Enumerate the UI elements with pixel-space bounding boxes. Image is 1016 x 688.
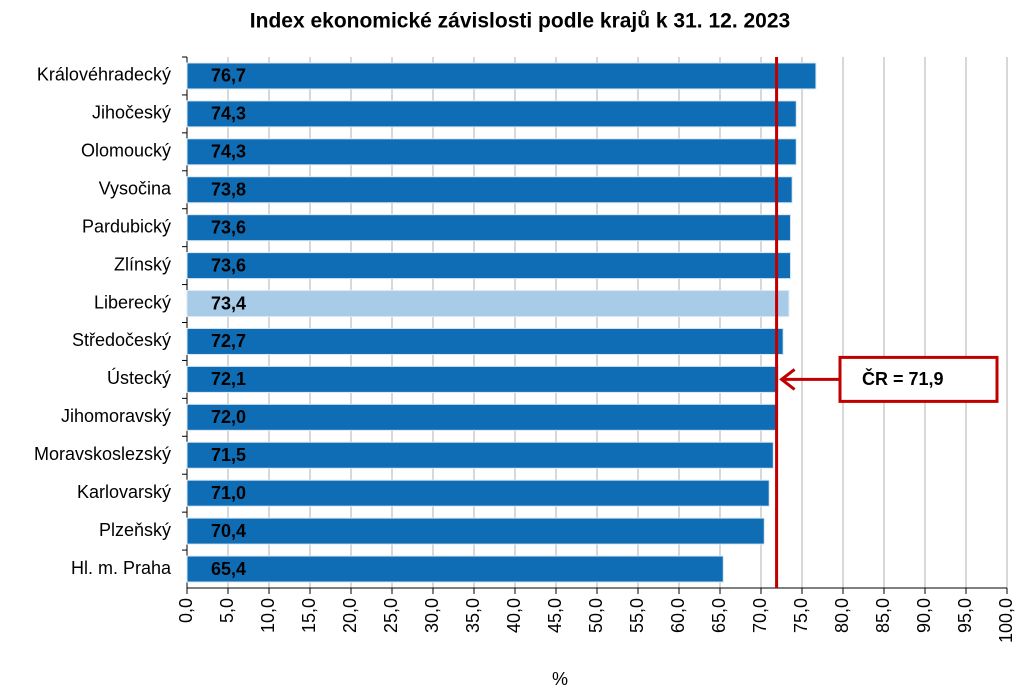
x-tick-label: 5,0 — [217, 598, 237, 623]
value-label: 73,4 — [211, 293, 246, 313]
bar — [186, 327, 784, 355]
bar — [186, 176, 793, 204]
x-tick-label: 0,0 — [176, 598, 196, 623]
y-tick-label: Zlínský — [114, 254, 171, 274]
y-tick-label: Středočeský — [72, 330, 171, 350]
x-tick-label: 65,0 — [709, 598, 729, 633]
x-tick-label: 30,0 — [422, 598, 442, 633]
x-tick-label: 70,0 — [750, 598, 770, 633]
x-tick-label: 15,0 — [299, 598, 319, 633]
y-tick-label: Jihočeský — [92, 103, 171, 123]
y-tick-label: Plzeňský — [99, 520, 171, 540]
annotation-box — [838, 355, 999, 403]
value-label: 70,4 — [211, 521, 246, 541]
value-label: 76,7 — [211, 66, 246, 86]
value-label: 74,3 — [211, 142, 246, 162]
bar — [186, 100, 797, 128]
value-label: 74,3 — [211, 104, 246, 124]
x-tick-label: 100,0 — [996, 598, 1016, 643]
bar — [186, 479, 770, 507]
chart-title: Index ekonomické závislosti podle krajů … — [250, 10, 790, 33]
x-tick-label: 80,0 — [832, 598, 852, 633]
y-tick-label: Vysočina — [99, 179, 172, 199]
value-label: 73,6 — [211, 255, 246, 275]
x-tick-label: 45,0 — [545, 598, 565, 633]
bar — [186, 214, 792, 242]
value-label: 71,0 — [211, 483, 246, 503]
bar — [186, 252, 792, 280]
bar — [186, 517, 765, 545]
y-tick-label: Královéhradecký — [37, 65, 171, 85]
value-label: 72,7 — [211, 331, 246, 351]
x-tick-label: 85,0 — [873, 598, 893, 633]
bar — [186, 403, 778, 431]
x-tick-label: 95,0 — [955, 598, 975, 633]
value-label: 73,6 — [211, 217, 246, 237]
annotation: ČR = 71,9 — [862, 368, 944, 389]
y-tick-label: Jihomoravský — [61, 406, 171, 426]
y-tick-label: Ústecký — [107, 367, 171, 388]
y-tick-label: Pardubický — [82, 216, 171, 236]
x-tick-label: 50,0 — [586, 598, 606, 633]
x-tick-label: 25,0 — [381, 598, 401, 633]
bar — [186, 290, 790, 318]
value-label: 73,8 — [211, 180, 246, 200]
x-tick-label: 60,0 — [668, 598, 688, 633]
x-tick-label: 10,0 — [258, 598, 278, 633]
x-tick-label: 20,0 — [340, 598, 360, 633]
y-tick-label: Liberecký — [94, 292, 171, 312]
x-tick-label: 35,0 — [463, 598, 483, 633]
y-tick-label: Hl. m. Praha — [71, 558, 172, 578]
bar — [186, 555, 724, 583]
value-label: 71,5 — [211, 445, 246, 465]
x-axis-label: % — [552, 669, 568, 688]
value-label: 65,4 — [211, 559, 246, 579]
y-tick-label: Moravskoslezský — [34, 444, 171, 464]
annotation-arrowhead — [779, 368, 796, 391]
x-tick-label: 90,0 — [914, 598, 934, 633]
y-tick-label: Karlovarský — [77, 482, 171, 502]
bar — [186, 365, 779, 393]
value-label: 72,0 — [211, 407, 246, 427]
bar — [186, 62, 817, 90]
y-tick-label: Olomoucký — [81, 141, 171, 161]
x-tick-label: 55,0 — [627, 598, 647, 633]
bar — [186, 138, 797, 166]
x-tick-label: 40,0 — [504, 598, 524, 633]
value-label: 72,1 — [211, 369, 246, 389]
x-tick-label: 75,0 — [791, 598, 811, 633]
bar — [186, 441, 774, 469]
